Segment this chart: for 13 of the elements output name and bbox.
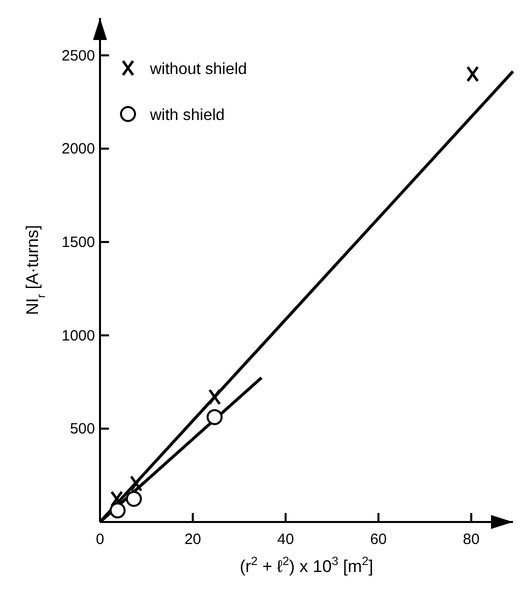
legend-label: without shield (149, 61, 247, 78)
x-tick-label: 20 (184, 531, 202, 548)
y-tick-label: 1000 (62, 327, 95, 344)
text: (r$^{2}$ + ℓ$^{2}$) x 10$^{3}$ [m$^{2}$] (240, 554, 374, 576)
x-tick-label: 0 (96, 531, 104, 548)
y-tick-label: 2000 (62, 140, 95, 158)
x-tick-label: 60 (370, 531, 387, 548)
x-tick-label: 40 (277, 531, 294, 548)
legend-label: with shield (149, 107, 225, 124)
y-tick-label: 2500 (62, 47, 95, 64)
y-tick-label: 1500 (62, 234, 95, 251)
x-tick-label: 80 (462, 531, 480, 548)
y-tick-label: 500 (70, 420, 95, 438)
